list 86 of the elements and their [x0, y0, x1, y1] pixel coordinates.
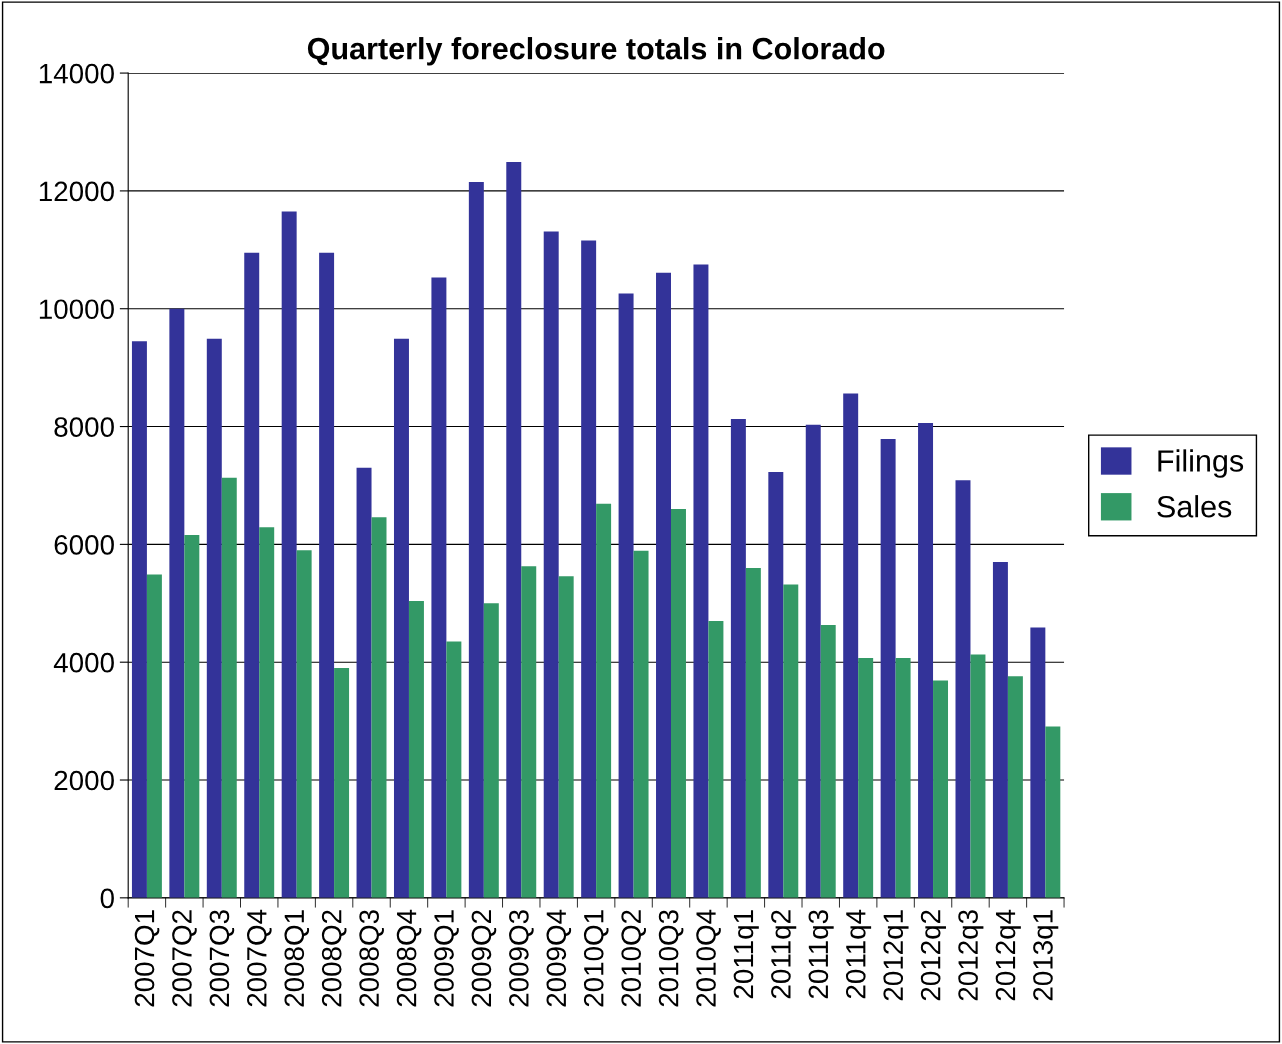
x-tick-label: 2009Q2 — [471, 910, 497, 1007]
bar — [506, 162, 522, 898]
bar — [783, 584, 799, 898]
bar — [259, 527, 275, 898]
bar — [146, 574, 162, 898]
bar — [296, 550, 312, 898]
bar — [221, 477, 237, 898]
bar — [131, 341, 147, 898]
bar — [1045, 726, 1061, 898]
x-tick-label: 2007Q4 — [247, 909, 272, 1007]
x-tick-label: 2013q1 — [1033, 910, 1059, 1001]
bar — [768, 471, 784, 898]
x-tick-label: 2011q4 — [845, 909, 872, 999]
x-tick-label: 2007Q3 — [209, 910, 235, 1007]
bar — [955, 480, 971, 898]
legend-label: Filings — [1158, 449, 1244, 478]
bar — [858, 658, 874, 898]
x-tick-label: 2010Q2 — [621, 910, 646, 1007]
y-tick-label: 2000 — [54, 770, 114, 791]
bar — [843, 393, 859, 898]
bar — [334, 668, 350, 898]
bar — [895, 658, 911, 898]
bar — [880, 438, 896, 898]
bar — [1030, 627, 1046, 898]
y-tick-label: 4000 — [53, 652, 114, 673]
x-tick-label: 2008Q2 — [321, 910, 347, 1007]
bar — [356, 467, 372, 898]
bar — [581, 240, 597, 898]
bar — [408, 600, 424, 898]
bar — [169, 308, 185, 898]
x-tick-label: 2012q2 — [920, 910, 946, 1001]
bar — [543, 231, 559, 898]
bar — [281, 211, 297, 898]
x-tick-label: 2012q4 — [995, 909, 1021, 1001]
x-tick-label: 2007Q2 — [172, 910, 197, 1007]
bar — [1007, 676, 1023, 898]
bar — [371, 517, 387, 898]
bar — [244, 252, 260, 898]
bar — [184, 534, 200, 898]
x-tick-label: 2010Q1 — [583, 910, 609, 1007]
x-tick-label: 2008Q4 — [396, 909, 422, 1007]
bar — [745, 567, 761, 898]
bar — [992, 562, 1008, 898]
bar — [820, 625, 836, 898]
x-tick-label: 2007Q1 — [134, 910, 160, 1007]
y-tick-label: 10000 — [39, 299, 114, 320]
legend-label: Sales — [1157, 495, 1232, 518]
y-tick-label: 8000 — [54, 417, 114, 437]
bar — [319, 252, 335, 898]
bar — [918, 423, 934, 898]
x-tick-label: 2012q3 — [958, 910, 984, 1001]
x-tick-label: 2011q3 — [808, 910, 834, 999]
bar — [693, 264, 709, 898]
x-tick-label: 2008Q1 — [284, 910, 310, 1007]
bar — [446, 641, 462, 898]
bar — [596, 503, 612, 898]
bar — [970, 654, 986, 898]
x-tick-label: 2009Q1 — [434, 910, 459, 1007]
y-tick-label: 14000 — [39, 63, 114, 84]
bar — [521, 566, 537, 898]
y-tick-label: 0 — [100, 888, 114, 909]
y-tick-label: 12000 — [39, 181, 114, 202]
x-tick-label: 2010Q4 — [696, 909, 721, 1007]
bar — [393, 338, 409, 898]
bar — [618, 293, 634, 898]
bar — [933, 680, 949, 898]
x-tick-label: 2009Q3 — [509, 910, 534, 1007]
bar — [206, 338, 222, 898]
x-tick-label: 2008Q3 — [359, 910, 384, 1007]
x-tick-label: 2009Q4 — [546, 909, 572, 1007]
bar — [656, 272, 671, 898]
bar — [730, 418, 746, 898]
bar — [633, 550, 649, 898]
x-tick-label: 2011q1 — [733, 910, 759, 999]
bar — [468, 182, 484, 898]
bar — [805, 424, 821, 898]
chart-title: Quarterly foreclosure totals in Colorado — [307, 37, 885, 66]
x-tick-label: 2012q1 — [883, 910, 909, 1001]
bar — [483, 603, 499, 898]
x-tick-label: 2010Q3 — [658, 910, 684, 1007]
bar — [431, 277, 447, 898]
bar — [708, 620, 724, 898]
bar — [671, 509, 686, 898]
bar — [558, 576, 574, 898]
x-tick-label: 2011q2 — [771, 910, 797, 999]
y-tick-label: 6000 — [54, 535, 114, 555]
